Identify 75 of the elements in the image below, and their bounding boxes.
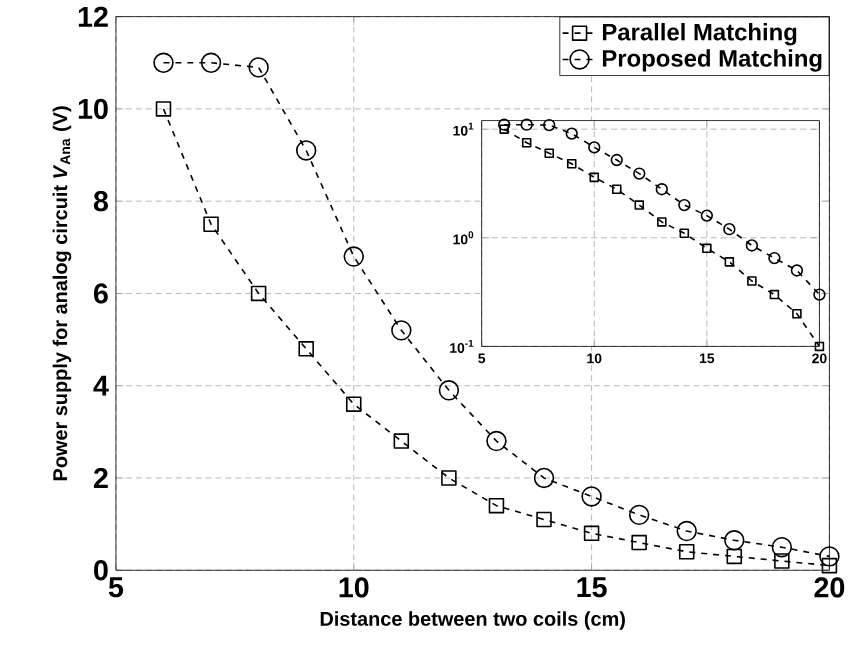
point [521,137,532,148]
point [774,553,790,569]
y-tick-label: 8 [93,190,108,212]
point [771,536,793,558]
point [678,198,691,212]
y-tick-label: 6 [94,283,108,304]
point [610,153,623,167]
y-tick-label: 4 [93,375,109,396]
point [391,320,412,341]
point [589,172,600,183]
point [814,341,825,352]
y-tick-label: 0 [94,560,108,581]
point [678,543,695,560]
point [628,504,650,526]
point [543,118,556,132]
point [655,182,668,196]
point [520,118,533,131]
point [155,101,172,117]
point [723,222,736,236]
point [634,200,645,210]
point [679,228,690,238]
point [486,430,507,452]
point [726,548,743,565]
point [438,380,460,401]
x-tick-label: 15 [577,577,607,598]
point [566,158,577,169]
point [700,209,714,222]
point [536,511,552,528]
point [747,276,757,286]
point [611,184,622,194]
point [769,289,780,300]
point [813,288,826,301]
point [565,127,578,140]
point [657,217,667,227]
point [343,246,364,267]
point [499,124,509,134]
x-tick-label: 10 [339,577,369,598]
y-tick-label: 12 [78,6,108,27]
y-tick-label: 2 [93,467,108,488]
point [345,396,362,412]
point [295,140,317,161]
point [724,257,735,267]
point [821,557,838,574]
point [633,167,646,180]
point [768,251,781,265]
point [588,141,601,154]
x-tick-label: 5 [108,577,124,598]
point [724,529,745,551]
point [533,467,555,489]
point [200,52,222,73]
y-axis-title: Power supply for analog circuit V$_{Ana}$ (V) [52,106,72,481]
x-tick-label: 20 [814,577,845,598]
point [248,57,269,78]
point [488,497,505,514]
point [790,264,804,277]
y-tick-label: 10 [78,98,108,119]
point [676,520,697,542]
point [819,546,840,567]
point [393,433,410,449]
x-axis-title: Distance between two coils (cm) [320,611,625,630]
point [702,243,712,253]
point [631,534,647,551]
point [250,285,267,302]
point [581,486,602,507]
point [498,118,511,131]
point [298,340,314,357]
point [544,148,554,158]
point [153,52,174,73]
legend-label: Parallel Matching [602,22,797,46]
point [792,308,802,319]
legend-label: Proposed Matching [602,49,822,72]
point [441,470,457,486]
point [745,239,759,252]
point [203,216,219,232]
point [583,525,600,542]
